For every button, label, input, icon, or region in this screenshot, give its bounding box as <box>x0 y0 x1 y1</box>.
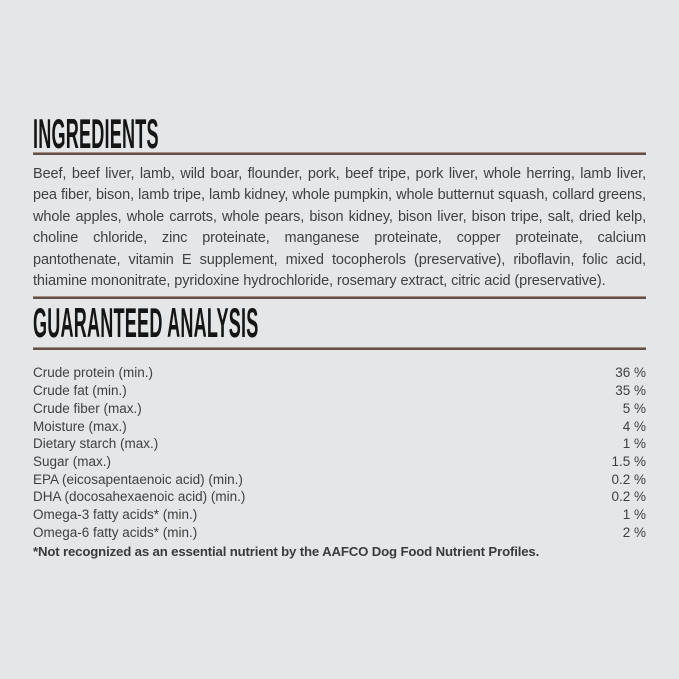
nutrient-label: Crude protein (min.) <box>33 365 154 381</box>
table-row: DHA (docosahexaenoic acid) (min.) 0.2 % <box>33 488 646 506</box>
nutrient-value: 0.2 % <box>611 471 646 487</box>
aafco-footnote: *Not recognized as an essential nutrient… <box>33 544 540 560</box>
nutrient-value: 1 % <box>622 507 646 523</box>
table-row: Dietary starch (max.) 1 % <box>33 435 646 453</box>
nutrient-label: Crude fat (min.) <box>33 383 127 399</box>
guaranteed-analysis-bottom-divider <box>33 347 646 351</box>
nutrient-value: 1.5 % <box>611 453 646 469</box>
table-row: Omega-3 fatty acids* (min.) 1 % <box>33 506 646 524</box>
table-row: EPA (eicosapentaenoic acid) (min.) 0.2 % <box>33 471 646 489</box>
ingredients-heading-divider <box>33 152 646 155</box>
ingredients-heading-text: INGREDIENTS <box>33 110 159 157</box>
guaranteed-analysis-section-heading: GUARANTEED ANALYSIS <box>33 299 646 347</box>
nutrient-value: 35 % <box>615 383 646 399</box>
table-row: Moisture (max.) 4 % <box>33 418 646 436</box>
nutrient-value: 5 % <box>622 400 646 416</box>
nutrient-label: Dietary starch (max.) <box>33 436 159 452</box>
table-row: Crude fiber (max.) 5 % <box>33 400 646 418</box>
guaranteed-analysis-top-divider <box>33 296 646 300</box>
nutrient-label: Sugar (max.) <box>33 453 112 469</box>
ingredients-paragraph: Beef, beef liver, lamb, wild boar, floun… <box>33 166 646 290</box>
nutrient-label: Crude fiber (max.) <box>33 400 142 416</box>
table-row: Crude fat (min.) 35 % <box>33 382 646 400</box>
nutrient-value: 1 % <box>622 436 646 452</box>
nutrient-value: 4 % <box>622 418 646 434</box>
nutrient-value: 2 % <box>622 524 646 540</box>
guaranteed-analysis-table: Crude protein (min.) 36 % Crude fat (min… <box>33 364 646 541</box>
table-row: Crude protein (min.) 36 % <box>33 364 646 382</box>
ingredients-section-heading: INGREDIENTS <box>33 110 646 157</box>
table-row: Omega-6 fatty acids* (min.) 2 % <box>33 524 646 542</box>
nutrient-label: Moisture (max.) <box>33 418 127 434</box>
table-row: Sugar (max.) 1.5 % <box>33 453 646 471</box>
nutrient-value: 36 % <box>615 365 646 381</box>
nutrient-value: 0.2 % <box>611 489 646 505</box>
nutrient-label: Omega-6 fatty acids* (min.) <box>33 524 198 540</box>
pet-food-label-panel: INGREDIENTS Beef, beef liver, lamb, wild… <box>33 0 646 561</box>
nutrient-label: Omega-3 fatty acids* (min.) <box>33 507 198 523</box>
nutrient-label: DHA (docosahexaenoic acid) (min.) <box>33 489 246 505</box>
guaranteed-analysis-heading-text: GUARANTEED ANALYSIS <box>33 299 259 347</box>
nutrient-label: EPA (eicosapentaenoic acid) (min.) <box>33 471 243 487</box>
